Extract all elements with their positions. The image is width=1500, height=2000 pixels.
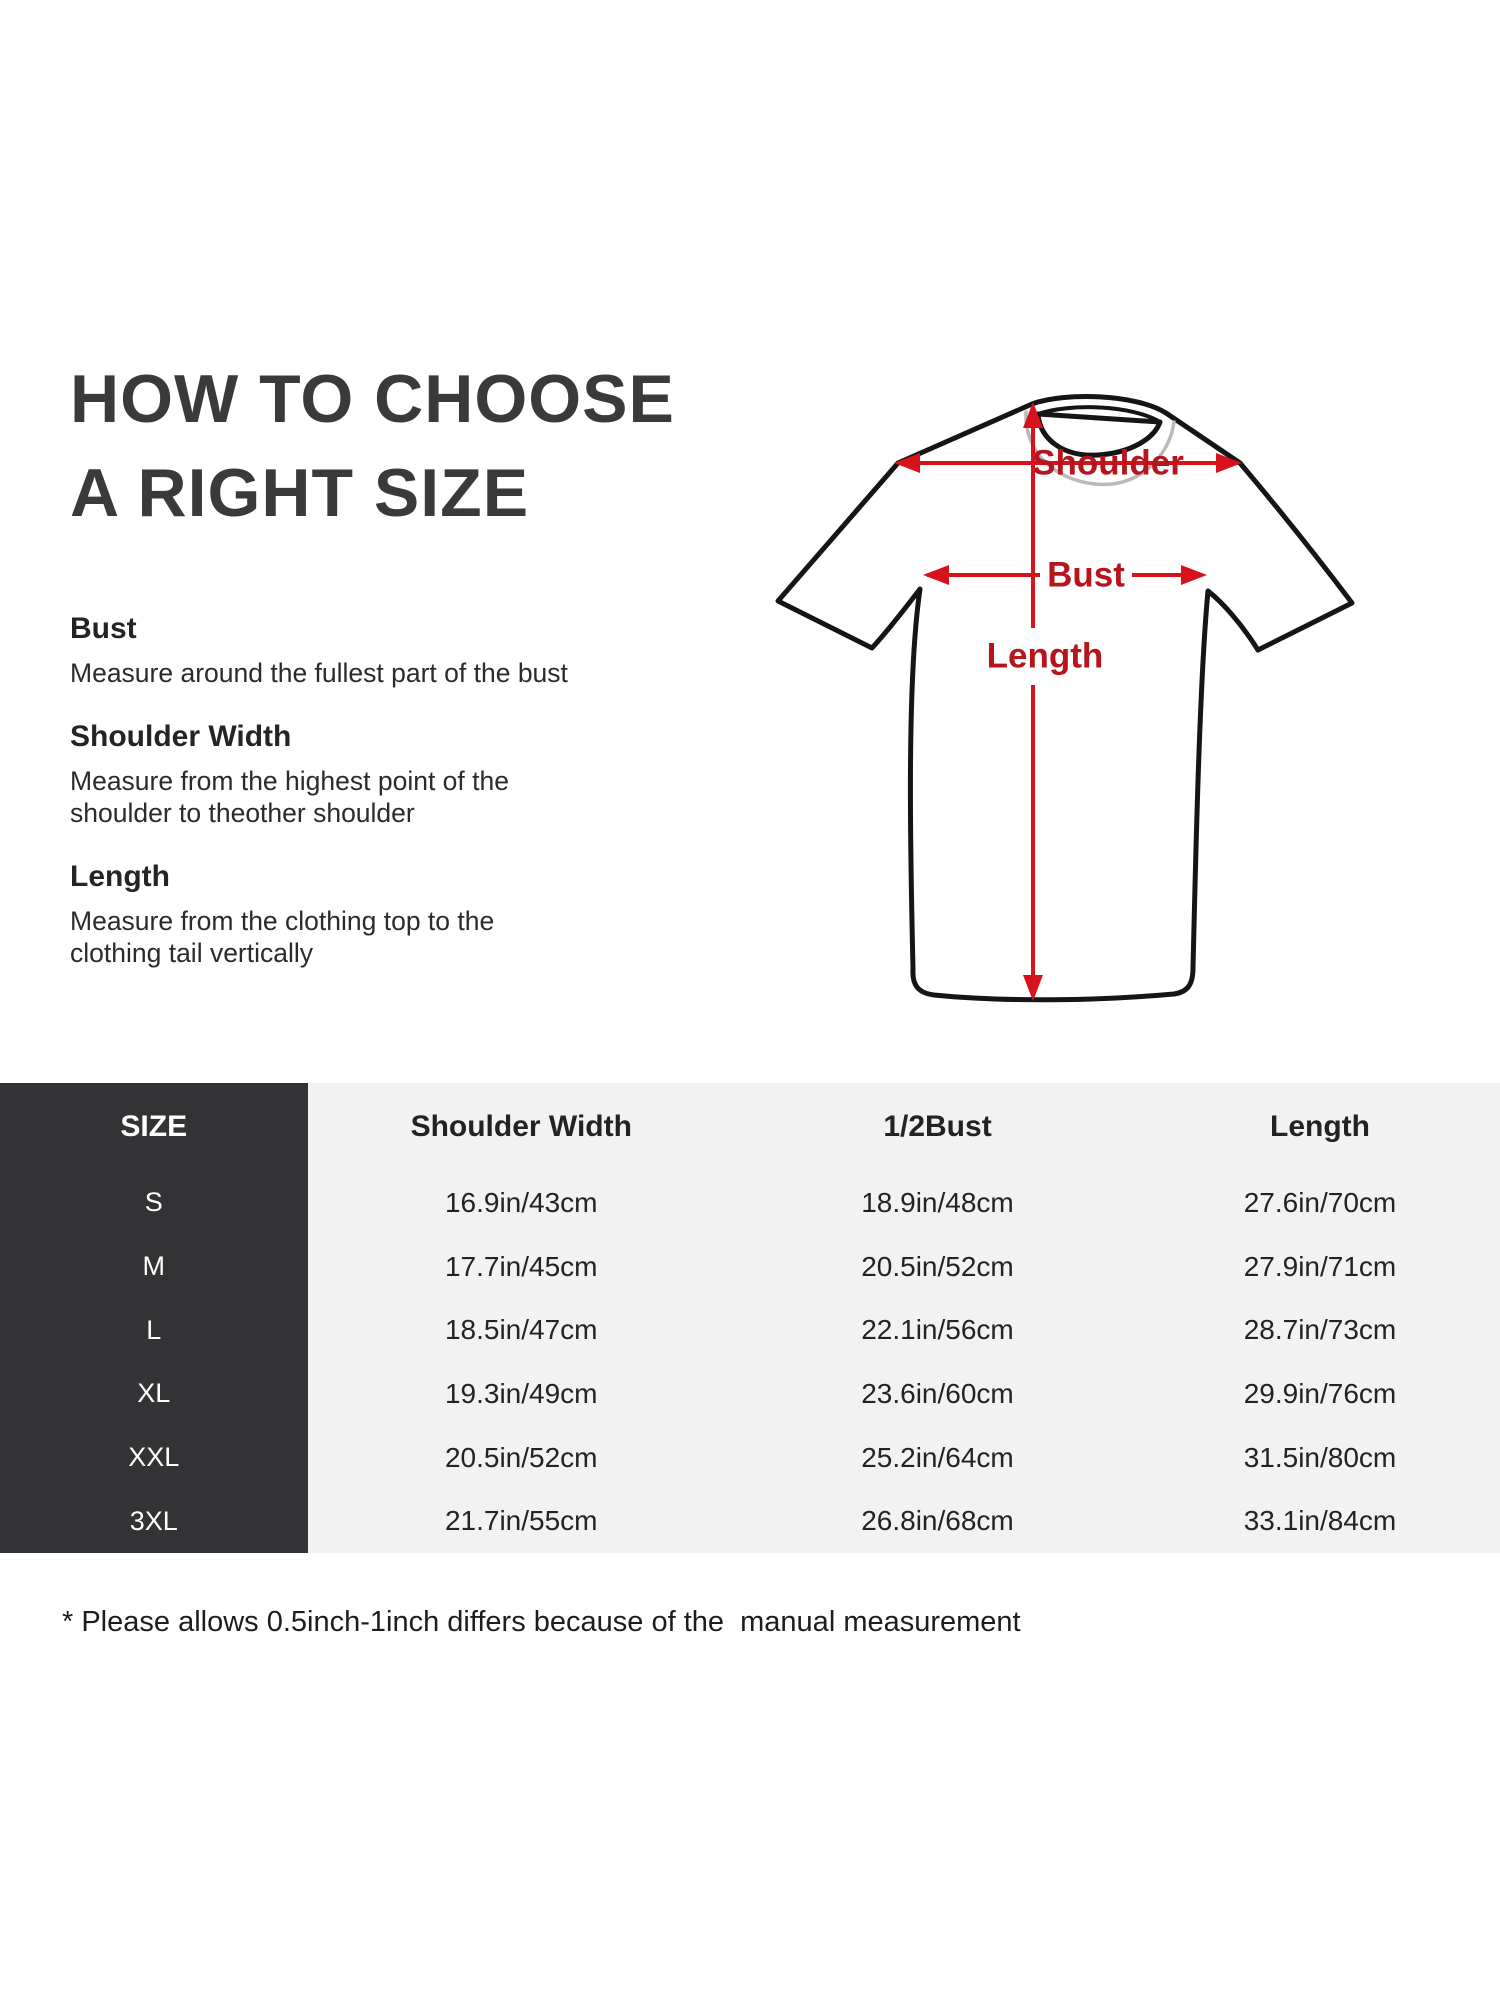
table-cell-shoulder-width: 19.3in/49cm (444, 1377, 598, 1409)
guide-section-text: clothing tail vertically (70, 938, 314, 968)
table-cell-length: 28.7in/73cm (1243, 1314, 1397, 1346)
table-cell-half-bust: 20.5in/52cm (861, 1250, 1014, 1282)
guide-section-text: Measure around the fullest part of the b… (70, 658, 568, 688)
guide-section-text: Measure from the clothing top to the (70, 906, 495, 936)
measure-guide: Bust Measure around the fullest part of … (70, 612, 710, 1000)
bust-label: Bust (1047, 556, 1125, 595)
table-cell-half-bust: 22.1in/56cm (861, 1314, 1014, 1346)
page-title: HOW TO CHOOSE A RIGHT SIZE (70, 352, 675, 540)
guide-section-text: shoulder to theother shoulder (70, 798, 415, 828)
table-cell-shoulder-width: 18.5in/47cm (444, 1314, 598, 1346)
tshirt-outline (775, 394, 1355, 1003)
table-row-size: S (0, 1171, 308, 1235)
guide-section-length: Length Measure from the clothing top to … (70, 860, 710, 969)
table-cell-shoulder-width: 20.5in/52cm (444, 1441, 598, 1473)
table-cell-half-bust: 18.9in/48cm (861, 1186, 1014, 1218)
table-row-size: M (0, 1234, 308, 1299)
col-header-shoulder-width: Shoulder Width (410, 1110, 632, 1143)
guide-section-title: Shoulder Width (70, 720, 292, 753)
table-row-size: L (0, 1298, 308, 1363)
col-header-size: SIZE (0, 1083, 308, 1171)
collar-inner-opening (1035, 411, 1163, 458)
table-cell-shoulder-width: 16.9in/43cm (444, 1186, 598, 1218)
table-row-size: XXL (0, 1425, 308, 1490)
table-cell-length: 31.5in/80cm (1243, 1441, 1397, 1473)
size-table: SIZE Shoulder Width 1/2Bust Length S 16.… (0, 1083, 1500, 1554)
table-cell-half-bust: 23.6in/60cm (861, 1377, 1014, 1409)
guide-section-bust: Bust Measure around the fullest part of … (70, 612, 710, 689)
page-title-line1: HOW TO CHOOSE (70, 361, 675, 437)
table-cell-shoulder-width: 21.7in/55cm (444, 1505, 598, 1537)
table-cell-half-bust: 25.2in/64cm (861, 1441, 1014, 1473)
length-label: Length (987, 637, 1104, 676)
table-cell-length: 29.9in/76cm (1243, 1377, 1397, 1409)
shoulder-label: Shoulder (1032, 444, 1184, 483)
col-header-half-bust: 1/2Bust (883, 1110, 992, 1143)
shoulder-measure-arrow (894, 453, 1242, 473)
bust-measure-arrow (923, 565, 1207, 585)
guide-section-text: Measure from the highest point of the (70, 766, 509, 796)
guide-section-title: Bust (70, 612, 137, 645)
tshirt-measure-diagram: Shoulder Bust Length (775, 394, 1355, 1003)
col-header-length: Length (1270, 1110, 1370, 1143)
measurement-disclaimer: * Please allows 0.5inch-1inch differs be… (62, 1606, 1021, 1638)
table-cell-half-bust: 26.8in/68cm (861, 1505, 1014, 1537)
table-cell-shoulder-width: 17.7in/45cm (444, 1250, 598, 1282)
guide-section-shoulder-width: Shoulder Width Measure from the highest … (70, 720, 710, 829)
collar-band-line (1036, 405, 1162, 424)
length-measure-arrow (1023, 402, 1043, 1001)
page-title-line2: A RIGHT SIZE (70, 455, 530, 531)
table-row-size: XL (0, 1362, 308, 1426)
table-cell-length: 27.9in/71cm (1243, 1250, 1397, 1282)
table-cell-length: 27.6in/70cm (1243, 1186, 1397, 1218)
table-cell-length: 33.1in/84cm (1243, 1505, 1397, 1537)
guide-section-title: Length (70, 860, 170, 893)
table-row-size: 3XL (0, 1489, 308, 1554)
